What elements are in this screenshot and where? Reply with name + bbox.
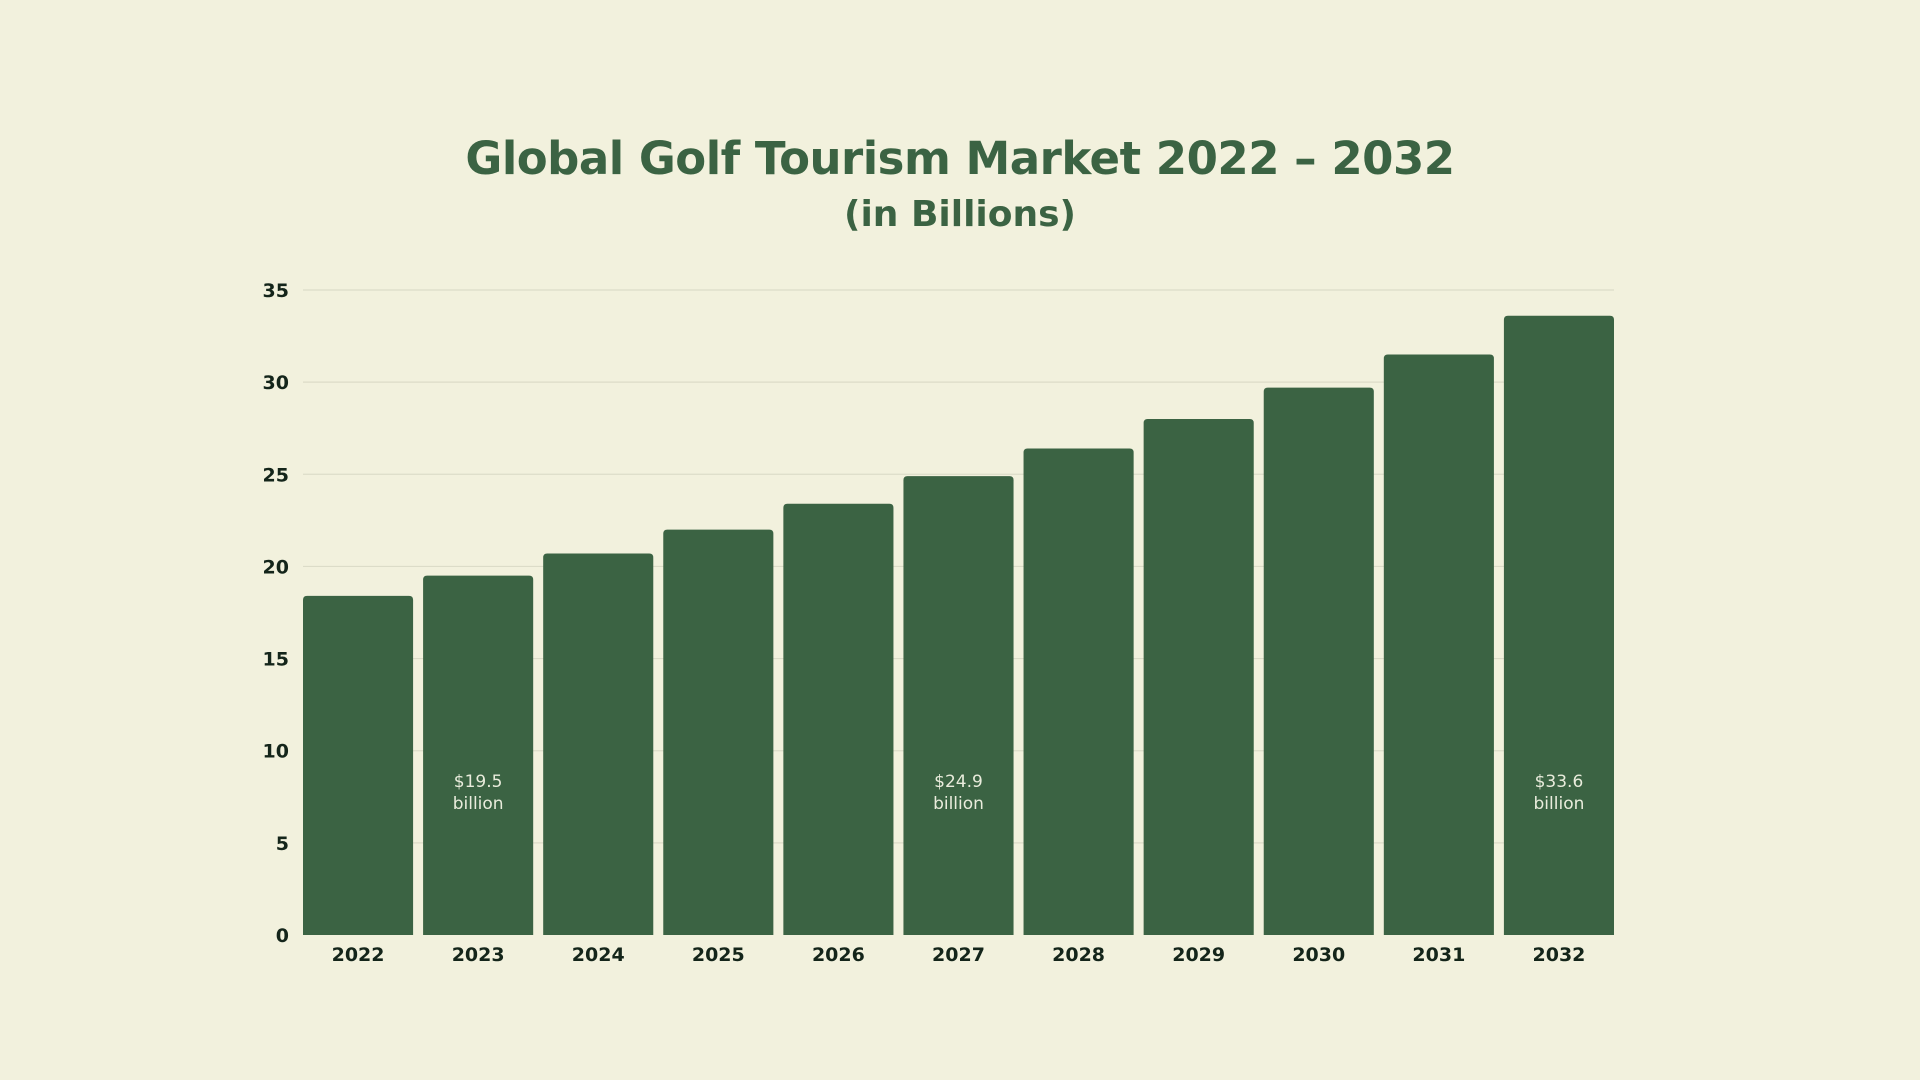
bar-2028 (1023, 448, 1134, 935)
x-tick-label-2022: 2022 (332, 944, 385, 966)
chart-header: Global Golf Tourism Market 2022 – 2032 (… (0, 128, 1920, 240)
bar-2022 (303, 595, 414, 935)
y-tick-label: 30 (263, 372, 289, 394)
x-axis-ticks: 2022 2023 2024 2025 2026 2027 2028 2029 2030 2031… (332, 944, 1586, 966)
data-label-value-2027: $24.9 (934, 772, 983, 792)
x-tick-label-2029: 2029 (1172, 944, 1225, 966)
data-label-unit-2032: billion (1534, 794, 1585, 814)
bar-2031 (1383, 354, 1494, 935)
bar-2029 (1143, 419, 1254, 935)
x-tick-label-2026: 2026 (812, 944, 865, 966)
data-label-value-2023: $19.5 (454, 772, 503, 792)
bars (303, 315, 1614, 936)
x-tick-label-2028: 2028 (1052, 944, 1105, 966)
x-tick-label-2024: 2024 (572, 944, 625, 966)
data-label-unit-2023: billion (453, 794, 504, 814)
y-tick-label: 20 (263, 556, 289, 578)
chart-title: Global Golf Tourism Market 2022 – 2032 (465, 132, 1455, 185)
y-tick-label: 5 (276, 833, 289, 855)
data-label-value-2032: $33.6 (1535, 772, 1584, 792)
y-tick-label: 35 (263, 280, 289, 302)
bar-2027 (903, 476, 1014, 935)
bar-2025 (663, 529, 774, 935)
x-tick-label-2027: 2027 (932, 944, 985, 966)
x-tick-label-2030: 2030 (1292, 944, 1345, 966)
y-tick-label: 10 (263, 741, 289, 763)
data-label-unit-2027: billion (933, 794, 984, 814)
x-tick-label-2032: 2032 (1533, 944, 1586, 966)
bar-2026 (783, 503, 894, 935)
bar-2032 (1503, 315, 1614, 935)
x-tick-label-2031: 2031 (1412, 944, 1465, 966)
bar-2030 (1263, 387, 1374, 936)
bar-2024 (543, 553, 654, 935)
y-tick-label: 15 (263, 649, 289, 671)
y-tick-label: 25 (263, 464, 289, 486)
bar-2023 (423, 575, 534, 935)
x-tick-label-2025: 2025 (692, 944, 745, 966)
x-tick-label-2023: 2023 (452, 944, 505, 966)
y-axis-ticks: 0 5 10 15 20 25 30 35 (263, 280, 289, 947)
chart-subtitle: (in Billions) (844, 194, 1076, 235)
y-tick-label: 0 (276, 925, 289, 947)
